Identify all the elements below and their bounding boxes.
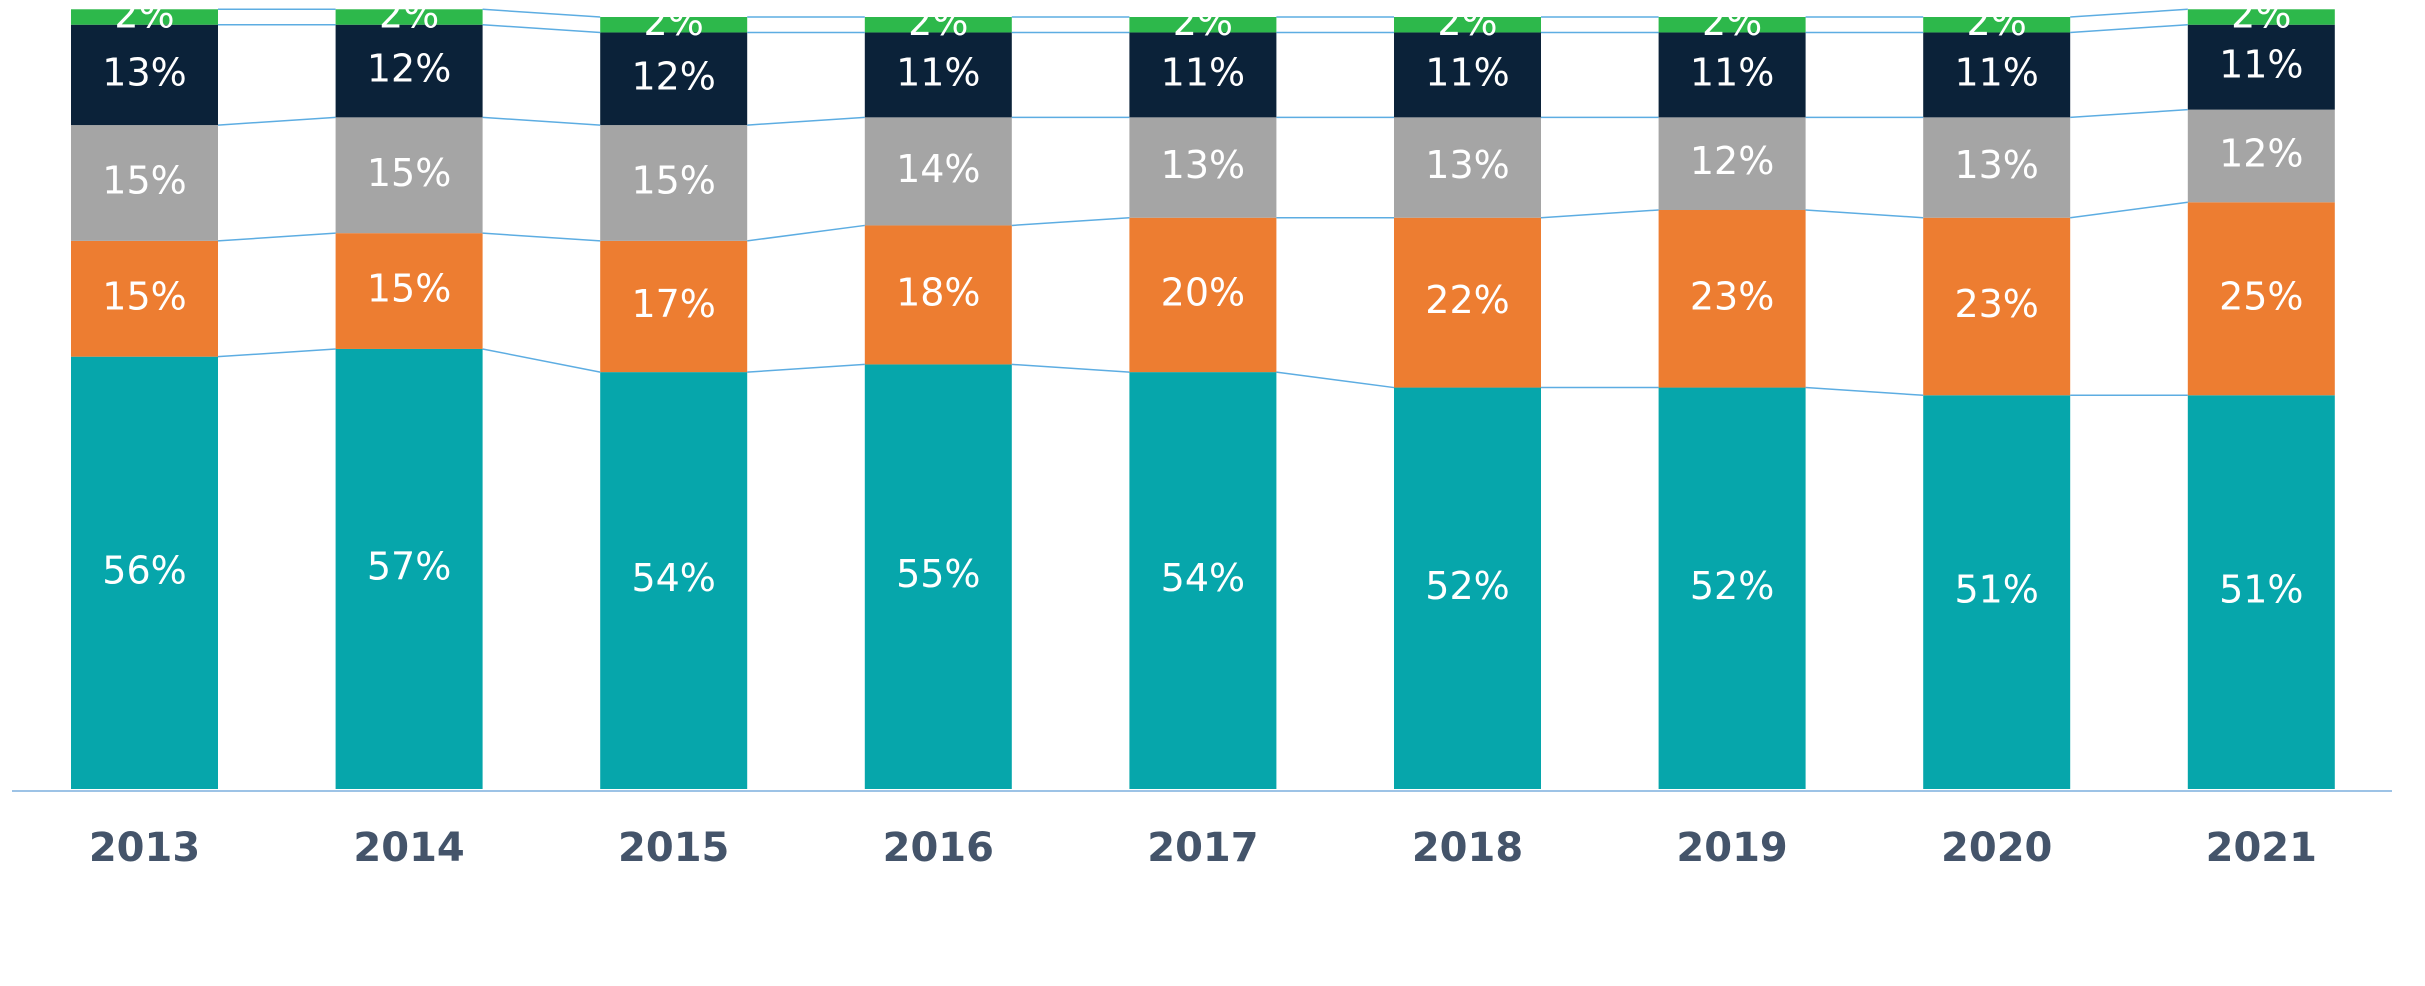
value-label: 55%	[896, 552, 980, 596]
x-tick-label: 2018	[1412, 825, 1523, 871]
connector-line	[483, 117, 601, 125]
value-label: 11%	[1425, 50, 1509, 94]
value-label: 2%	[1173, 0, 1233, 44]
connector-line	[1012, 364, 1130, 372]
value-label: 15%	[631, 158, 715, 202]
connector-line	[2070, 202, 2188, 217]
value-label: 54%	[1161, 556, 1245, 600]
value-label: 12%	[1690, 139, 1774, 183]
value-label: 23%	[1690, 274, 1774, 318]
value-label: 13%	[102, 50, 186, 94]
connector-line	[218, 349, 336, 357]
value-label: 56%	[102, 548, 186, 592]
x-tick-label: 2017	[1147, 825, 1258, 871]
x-tick-label: 2014	[353, 825, 464, 871]
x-tick-label: 2019	[1676, 825, 1787, 871]
value-label: 2%	[2231, 0, 2291, 37]
value-label: 15%	[367, 267, 451, 311]
connector-line	[483, 25, 601, 33]
value-label: 12%	[2219, 131, 2303, 175]
value-label: 11%	[1954, 50, 2038, 94]
value-label: 25%	[2219, 274, 2303, 318]
value-label: 2%	[1702, 0, 1762, 44]
value-label: 18%	[896, 270, 980, 314]
value-label: 15%	[102, 274, 186, 318]
x-tick-label: 2013	[89, 825, 200, 871]
value-label: 2%	[908, 0, 968, 44]
connector-line	[1012, 218, 1130, 226]
value-label: 22%	[1425, 278, 1509, 322]
value-label: 52%	[1425, 564, 1509, 608]
x-tick-label: 2015	[618, 825, 729, 871]
value-label: 11%	[896, 50, 980, 94]
value-label: 13%	[1161, 143, 1245, 187]
connector-line	[1276, 372, 1394, 387]
value-label: 11%	[1690, 50, 1774, 94]
connector-line	[218, 117, 336, 125]
connector-line	[747, 225, 865, 240]
value-label: 11%	[2219, 43, 2303, 87]
x-tick-label: 2020	[1941, 825, 2052, 871]
value-label: 52%	[1690, 564, 1774, 608]
x-tick-label: 2016	[883, 825, 994, 871]
value-label: 2%	[1967, 0, 2027, 44]
connector-line	[218, 233, 336, 241]
value-label: 2%	[114, 0, 174, 37]
connector-line	[483, 233, 601, 241]
connector-line	[2070, 25, 2188, 33]
value-label: 2%	[379, 0, 439, 37]
connector-line	[2070, 9, 2188, 17]
connector-line	[747, 364, 865, 372]
value-label: 13%	[1425, 143, 1509, 187]
value-label: 13%	[1954, 143, 2038, 187]
value-label: 2%	[644, 0, 704, 44]
value-label: 15%	[367, 151, 451, 195]
value-label: 54%	[631, 556, 715, 600]
value-label: 2%	[1437, 0, 1497, 44]
x-tick-label: 2021	[2206, 825, 2317, 871]
connector-line	[747, 117, 865, 125]
value-label: 20%	[1161, 270, 1245, 314]
value-label: 57%	[367, 544, 451, 588]
value-label: 23%	[1954, 282, 2038, 326]
value-label: 17%	[631, 282, 715, 326]
connector-line	[1541, 210, 1659, 218]
value-label: 14%	[896, 147, 980, 191]
connector-line	[483, 349, 601, 372]
value-label: 12%	[631, 54, 715, 98]
value-label: 15%	[102, 158, 186, 202]
connector-line	[2070, 110, 2188, 118]
connector-line	[483, 9, 601, 17]
connector-line	[1806, 388, 1924, 396]
value-label: 11%	[1161, 50, 1245, 94]
value-label: 51%	[1954, 568, 2038, 612]
chart: 56% 15% 15% 13% 2% 2013 57% 15% 15% 12% 2% 2014 54% 1…	[0, 0, 2425, 986]
value-label: 51%	[2219, 568, 2303, 612]
connector-line	[1806, 210, 1924, 218]
value-label: 12%	[367, 47, 451, 91]
